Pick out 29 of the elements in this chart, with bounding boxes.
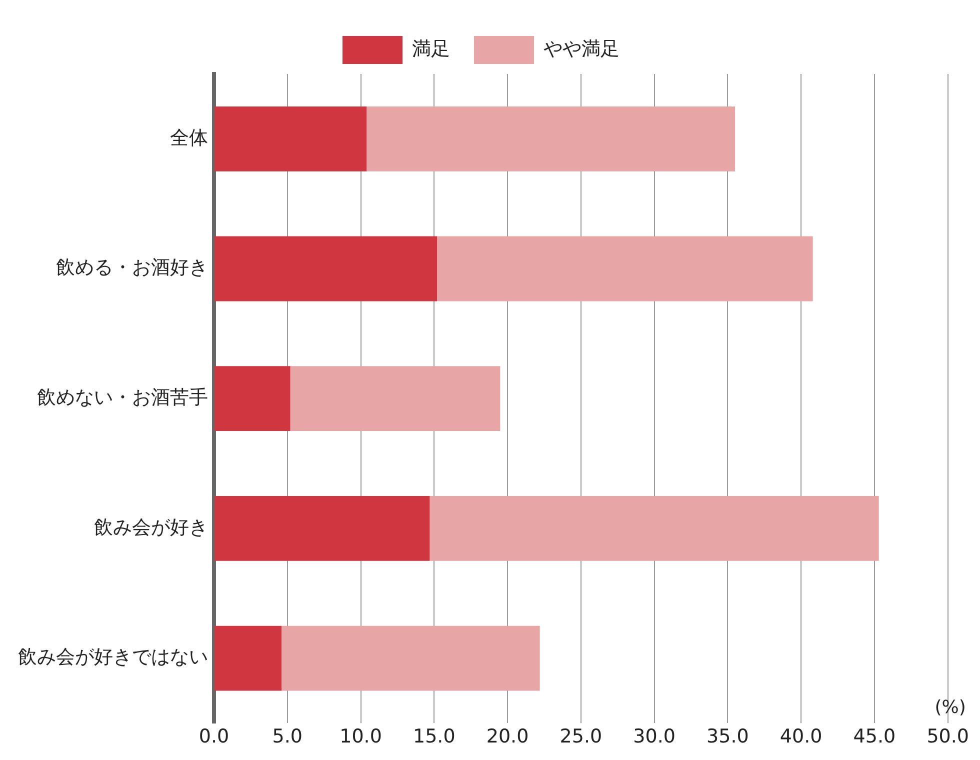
- y-tick-label: 飲める・お酒好き: [56, 256, 208, 279]
- x-tick-label: 20.0: [486, 726, 529, 748]
- x-tick-label: 5.0: [272, 726, 302, 748]
- x-tick-label: 30.0: [633, 726, 676, 748]
- y-tick-label: 飲み会が好きではない: [18, 646, 208, 668]
- bar: [430, 496, 879, 561]
- x-tick-label: 45.0: [853, 726, 896, 748]
- bar: [214, 366, 290, 432]
- bar: [366, 106, 736, 172]
- bar: [214, 496, 430, 561]
- x-tick-label: 35.0: [706, 726, 749, 748]
- x-tick-label: 15.0: [413, 726, 456, 748]
- legend-label: 満足: [412, 38, 450, 60]
- y-tick-label: 全体: [170, 126, 208, 149]
- annotation: (%): [934, 696, 966, 718]
- x-tick-label: 50.0: [926, 726, 970, 748]
- x-tick-label: 25.0: [560, 726, 602, 748]
- bar: [214, 626, 282, 691]
- bar: [282, 626, 540, 691]
- y-tick-label: 飲めない・お酒苦手: [37, 386, 208, 409]
- bar: [214, 106, 367, 172]
- bar: [437, 236, 813, 302]
- x-tick-label: 0.0: [198, 726, 230, 748]
- legend-label: やや満足: [544, 38, 620, 60]
- x-tick-label: 40.0: [780, 726, 822, 748]
- bar: [290, 366, 500, 432]
- bar: [214, 236, 438, 302]
- x-tick-label: 10.0: [340, 726, 382, 748]
- y-tick-label: 飲み会が好き: [94, 516, 208, 538]
